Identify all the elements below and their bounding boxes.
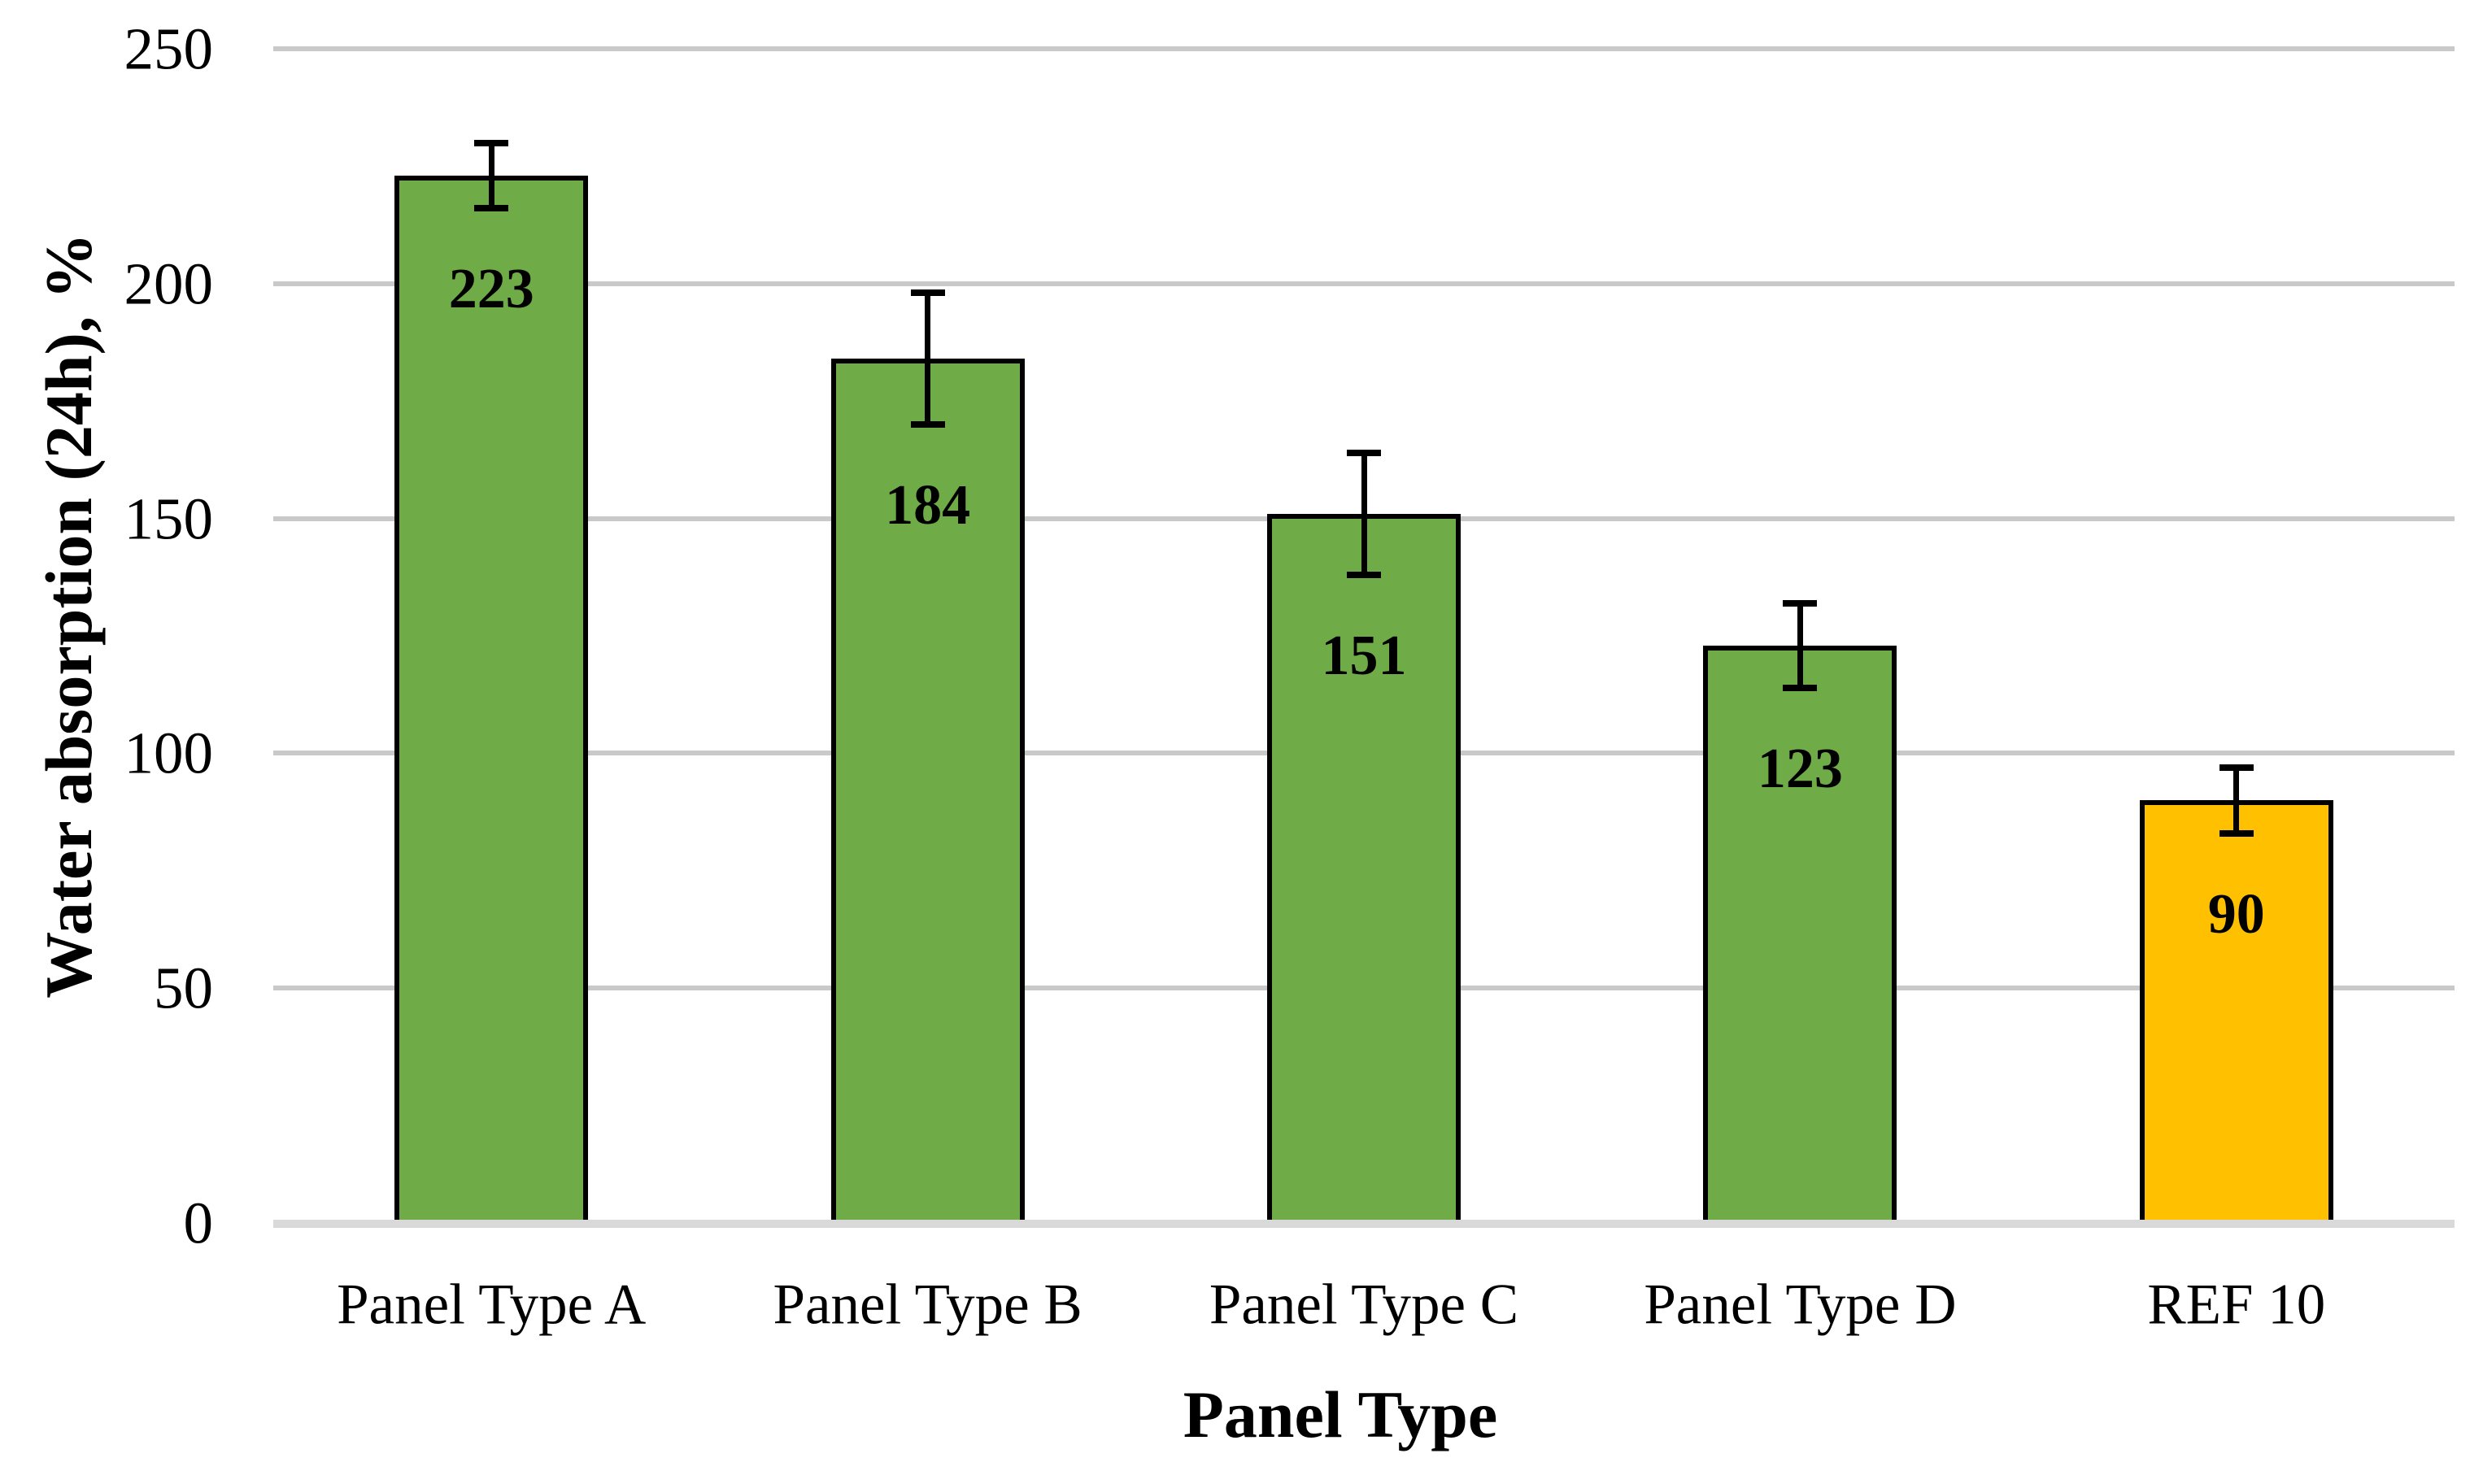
x-tick-label: Panel Type D	[1644, 1273, 1957, 1337]
error-bar-cap-bottom	[1783, 684, 1818, 691]
error-bar-line	[1361, 452, 1367, 575]
x-tick-label: Panel Type B	[773, 1273, 1083, 1337]
bar-panel-type-d	[1703, 645, 1897, 1225]
gridline-250	[273, 46, 2455, 51]
error-bar-cap-bottom	[1347, 571, 1381, 578]
bar-data-label: 223	[448, 258, 534, 321]
x-axis-title: Panel Type	[1183, 1377, 1498, 1451]
bar-panel-type-c	[1267, 513, 1461, 1225]
error-bar-cap-bottom	[2219, 829, 2254, 837]
y-tick-label: 100	[124, 720, 214, 786]
y-tick-label: 50	[154, 955, 213, 1021]
bar-data-label: 123	[1757, 737, 1843, 800]
error-bar-line	[2233, 767, 2240, 833]
y-tick-label: 250	[124, 15, 214, 82]
x-axis-line	[273, 1220, 2455, 1228]
bar-panel-type-b	[830, 359, 1025, 1225]
y-tick-label: 200	[124, 250, 214, 317]
gridline-200	[273, 281, 2455, 286]
bar-data-label: 90	[2207, 882, 2265, 946]
y-tick-label: 150	[124, 485, 214, 552]
x-tick-label: Panel Type C	[1209, 1273, 1519, 1337]
error-bar-cap-top	[910, 289, 945, 297]
error-bar-cap-top	[1347, 449, 1381, 456]
x-tick-label: Panel Type A	[337, 1273, 647, 1337]
error-bar-cap-bottom	[910, 421, 945, 429]
bar-panel-type-a	[394, 175, 589, 1225]
y-tick-label: 0	[183, 1190, 214, 1256]
bar-ref-10	[2139, 800, 2333, 1225]
error-bar-cap-top	[2219, 764, 2254, 771]
bar-data-label: 151	[1321, 624, 1407, 687]
error-bar-cap-top	[474, 139, 509, 146]
error-bar-line	[925, 293, 931, 425]
error-bar-line	[1797, 603, 1803, 688]
error-bar-cap-top	[1783, 599, 1818, 607]
error-bar-line	[488, 142, 494, 209]
x-tick-label: REF 10	[2147, 1273, 2326, 1337]
bar-data-label: 184	[885, 474, 971, 537]
error-bar-cap-bottom	[474, 205, 509, 212]
y-axis-title: Water absorption (24h), %	[32, 233, 106, 999]
